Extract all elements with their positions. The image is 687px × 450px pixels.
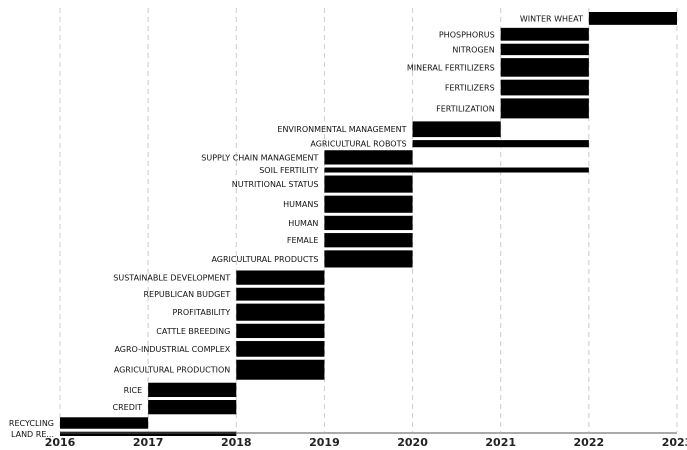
term-bar (588, 12, 677, 25)
term-label: MINERAL FERTILIZERS (407, 63, 495, 72)
term-bar (324, 215, 413, 231)
term-bar (412, 121, 501, 138)
term-bar (500, 43, 589, 56)
term-bars (60, 12, 677, 436)
term-label: HUMAN (288, 219, 318, 228)
term-label: WINTER WHEAT (520, 14, 583, 23)
term-label: SUSTAINABLE DEVELOPMENT (113, 274, 230, 283)
term-label: RICE (124, 386, 143, 395)
term-bar (324, 250, 413, 268)
term-label: SOIL FERTILITY (259, 166, 318, 175)
term-bar (148, 400, 237, 415)
term-bar (500, 98, 589, 119)
term-label: REPUBLICAN BUDGET (143, 290, 230, 299)
term-bar (412, 140, 589, 148)
term-bar (500, 79, 589, 96)
x-tick-label: 2020 (397, 436, 428, 449)
term-bar (324, 195, 413, 213)
x-tick-label: 2016 (45, 436, 76, 449)
term-bar (236, 303, 325, 321)
term-bar (148, 382, 237, 398)
term-bar (324, 175, 413, 193)
term-label: FEMALE (287, 236, 319, 245)
term-label: FERTILIZATION (436, 104, 495, 113)
term-bar (324, 233, 413, 248)
term-label: RECYCLING (9, 419, 54, 428)
term-label: AGRICULTURAL PRODUCTS (211, 255, 318, 264)
term-bar (236, 270, 325, 285)
term-bar (324, 167, 589, 173)
x-tick-label: 2023 (662, 436, 687, 449)
x-tick-label: 2021 (485, 436, 516, 449)
term-label: NUTRITIONAL STATUS (232, 180, 319, 189)
term-label: AGRICULTURAL PRODUCTION (114, 366, 231, 375)
term-bar (500, 58, 589, 77)
term-labels: WINTER WHEAT PHOSPHORUS NITROGEN MINERAL FE… (9, 14, 583, 438)
term-label: SUPPLY CHAIN MANAGEMENT (201, 153, 318, 162)
term-bar (60, 431, 237, 436)
x-tick-label: 2017 (133, 436, 164, 449)
term-bar (236, 287, 325, 301)
x-tick-label: 2019 (309, 436, 340, 449)
term-label: AGRICULTURAL ROBOTS (310, 140, 406, 149)
term-label: NITROGEN (452, 45, 494, 54)
term-label: CATTLE BREEDING (156, 327, 230, 336)
term-bar (236, 323, 325, 339)
term-label: ENVIRONMENTAL MANAGEMENT (277, 125, 406, 134)
x-axis: 2016 2017 2018 2019 2020 2021 2022 2023 (45, 432, 687, 449)
term-label: FERTILIZERS (445, 84, 495, 93)
x-tick-label: 2022 (574, 436, 605, 449)
term-bar (236, 341, 325, 357)
term-label: LAND RE... (11, 430, 54, 439)
x-tick-label: 2018 (221, 436, 252, 449)
term-label: PHOSPHORUS (439, 30, 495, 39)
term-bar (324, 150, 413, 165)
term-bar (500, 27, 589, 41)
term-label: CREDIT (113, 403, 143, 412)
term-label: PROFITABILITY (172, 308, 230, 317)
term-bar (236, 359, 325, 380)
term-bar (60, 417, 149, 429)
term-label: AGRO-INDUSTRIAL COMPLEX (114, 345, 230, 354)
term-label: HUMANS (283, 200, 318, 209)
